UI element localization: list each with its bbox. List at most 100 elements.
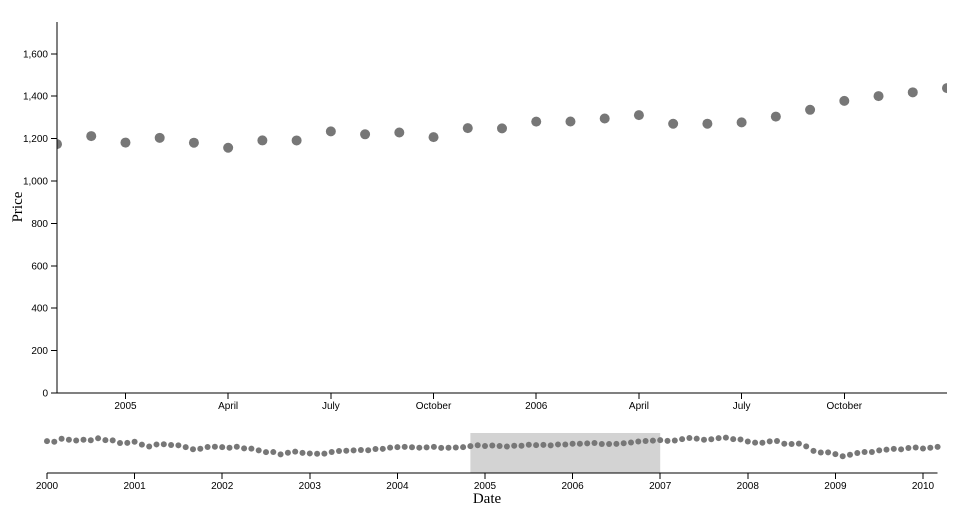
context-point — [781, 440, 788, 447]
context-point — [336, 447, 342, 454]
x-tick-label: July — [733, 401, 751, 412]
context-point — [562, 441, 569, 448]
point — [805, 104, 816, 115]
context-point — [591, 440, 598, 447]
context-point — [628, 439, 634, 446]
context-point — [511, 442, 518, 449]
context-point — [795, 440, 802, 447]
context-point — [606, 440, 613, 447]
context-point — [182, 444, 189, 451]
x-tick-label: 2006 — [525, 401, 548, 412]
point — [57, 139, 62, 150]
context-point — [649, 437, 656, 444]
y-tick-label: 1,600 — [23, 49, 48, 60]
context-point — [598, 440, 605, 447]
context-point — [314, 450, 321, 457]
context-point — [321, 450, 328, 457]
context-point — [744, 438, 751, 445]
context-point — [708, 436, 715, 443]
context-point — [876, 447, 883, 454]
context-point — [117, 439, 123, 446]
context-point — [474, 442, 481, 449]
x-tick-label: October — [416, 401, 452, 412]
context-point — [211, 443, 218, 450]
context-point — [825, 449, 832, 456]
point — [531, 116, 542, 127]
context-point — [241, 445, 248, 452]
context-point — [292, 448, 299, 455]
context-x-tick-label: 2000 — [36, 481, 59, 492]
point — [223, 142, 234, 153]
context-point — [299, 449, 306, 456]
context-x-tick-label: 2008 — [737, 481, 760, 492]
context-point — [445, 444, 452, 451]
context-point — [890, 445, 897, 452]
y-axis-label: Price — [10, 191, 26, 222]
context-point — [905, 444, 912, 451]
context-point — [102, 437, 109, 444]
context-x-tick-label: 2007 — [649, 481, 672, 492]
x-tick-label: April — [629, 401, 649, 412]
point — [257, 135, 268, 146]
context-point — [503, 443, 510, 450]
context-point — [233, 443, 240, 450]
context-point — [854, 450, 861, 457]
context-point — [759, 439, 766, 446]
context-point — [525, 441, 532, 448]
context-point — [197, 445, 204, 452]
point — [428, 132, 439, 143]
context-x-tick-label: 2009 — [824, 481, 847, 492]
focus-points — [18, 83, 947, 158]
point — [565, 116, 576, 127]
point — [18, 148, 28, 158]
context-x-tick-label: 2001 — [123, 481, 146, 492]
context-point — [657, 437, 664, 444]
context-point — [803, 443, 810, 450]
y-tick-label: 400 — [31, 304, 48, 315]
context-point — [277, 451, 284, 458]
point — [907, 87, 918, 98]
context-point — [95, 435, 102, 442]
context-point — [518, 442, 525, 449]
y-tick-label: 1,000 — [23, 177, 48, 188]
context-point — [489, 442, 496, 449]
context-point — [328, 449, 335, 456]
point — [394, 127, 405, 138]
context-point — [817, 449, 824, 456]
context-point — [576, 440, 583, 447]
context-point — [635, 438, 642, 445]
context-point — [87, 437, 94, 444]
point — [360, 129, 371, 140]
context-point — [270, 449, 277, 456]
context-point — [109, 437, 116, 444]
point — [120, 137, 131, 148]
context-point — [394, 444, 401, 451]
context-point — [868, 448, 875, 455]
context-point — [357, 446, 364, 453]
context-point — [584, 440, 591, 447]
context-point — [401, 443, 408, 450]
context-point — [430, 443, 437, 450]
context-point — [671, 437, 678, 444]
point — [942, 83, 947, 94]
context-point — [533, 442, 540, 449]
point — [736, 117, 747, 128]
context-point — [175, 442, 182, 449]
context-point — [788, 441, 795, 448]
context-point — [920, 445, 926, 452]
context-point — [934, 443, 941, 450]
context-x-tick-label: 2006 — [561, 481, 584, 492]
context-point — [226, 444, 233, 451]
context-x-tick-label: 2005 — [474, 481, 497, 492]
y-tick-label: 200 — [31, 346, 48, 357]
context-x-tick-label: 2002 — [211, 481, 234, 492]
context-point — [839, 453, 846, 460]
context-point — [146, 443, 153, 450]
context-point — [679, 436, 686, 443]
context-point — [569, 440, 576, 447]
context-point — [664, 437, 671, 444]
brush[interactable] — [470, 433, 661, 473]
point — [839, 95, 850, 106]
context-point — [219, 444, 226, 451]
